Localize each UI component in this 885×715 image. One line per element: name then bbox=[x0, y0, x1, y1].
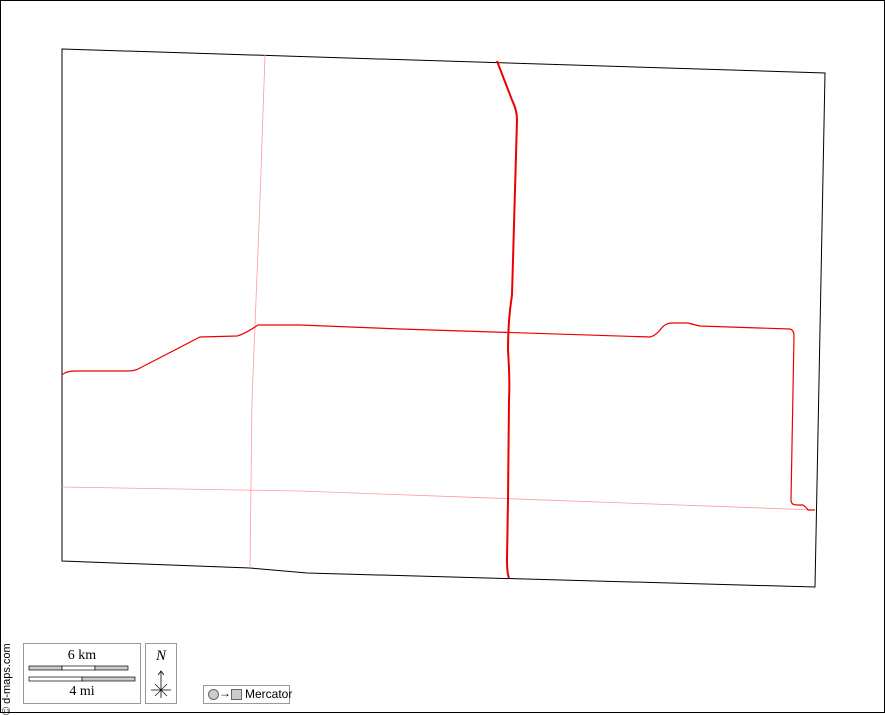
county-border bbox=[61, 48, 826, 588]
road-minor-horizontal bbox=[61, 486, 816, 511]
globe-circle-icon bbox=[208, 689, 219, 700]
scale-km-label: 6 km bbox=[67, 648, 97, 663]
scale-bars-graphic bbox=[28, 665, 136, 682]
projection-name: Mercator bbox=[245, 687, 293, 701]
credit-text: © d-maps.com bbox=[1, 643, 13, 715]
north-arrow: N bbox=[145, 643, 177, 704]
road-major-horizontal bbox=[61, 322, 815, 511]
projection-label: → Mercator bbox=[203, 685, 293, 704]
compass-icon bbox=[151, 670, 171, 698]
map-square-icon bbox=[231, 689, 242, 700]
projection-arrow: → bbox=[219, 686, 231, 700]
road-major-vertical bbox=[496, 60, 519, 579]
north-label: N bbox=[155, 648, 166, 664]
scale-bar: 6 km 4 mi bbox=[23, 643, 141, 704]
scale-mi-label: 4 mi bbox=[69, 684, 95, 699]
road-minor-vertical bbox=[249, 54, 266, 569]
